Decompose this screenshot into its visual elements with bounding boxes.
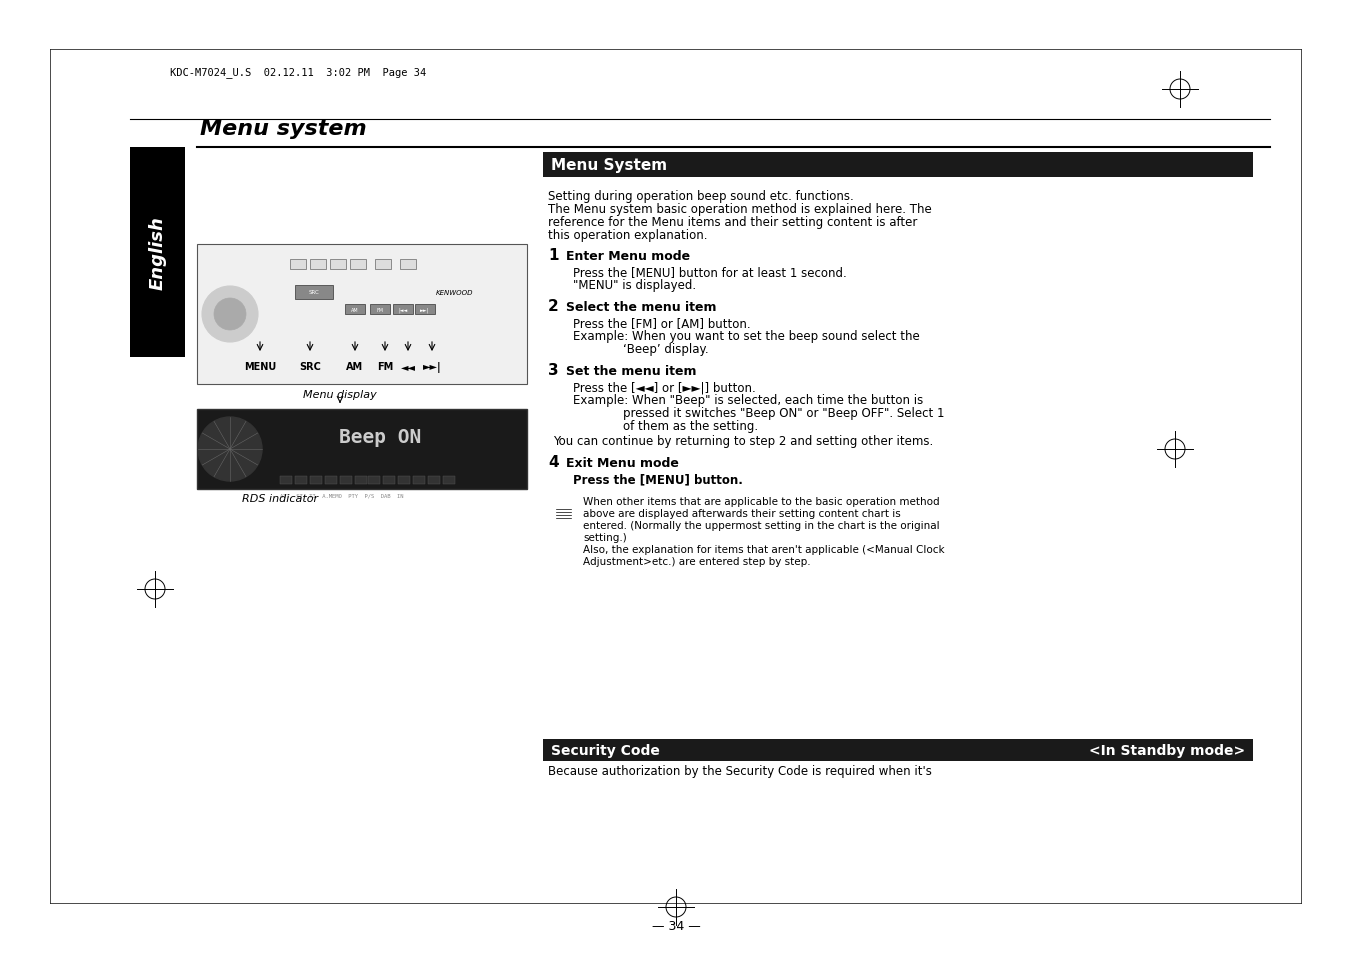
- Bar: [309, 476, 322, 484]
- Text: Press the [MENU] button for at least 1 second.: Press the [MENU] button for at least 1 s…: [573, 266, 847, 278]
- Text: "MENU" is displayed.: "MENU" is displayed.: [573, 278, 696, 292]
- Bar: [197, 245, 527, 385]
- Text: Press the [◄◄] or [►►|] button.: Press the [◄◄] or [►►|] button.: [573, 380, 755, 394]
- Bar: [382, 476, 394, 484]
- Bar: [400, 260, 416, 270]
- Text: — 34 —: — 34 —: [651, 919, 700, 932]
- Text: ►►|: ►►|: [423, 361, 442, 373]
- Bar: [330, 260, 346, 270]
- Text: Setting during operation beep sound etc. functions.: Setting during operation beep sound etc.…: [549, 190, 854, 203]
- Text: Also, the explanation for items that aren't applicable (<Manual Clock: Also, the explanation for items that are…: [584, 544, 944, 555]
- Text: AM: AM: [346, 361, 363, 372]
- Text: Exit Menu mode: Exit Menu mode: [566, 456, 678, 470]
- Text: Enter Menu mode: Enter Menu mode: [566, 250, 690, 263]
- Text: Example: When you want to set the beep sound select the: Example: When you want to set the beep s…: [573, 330, 920, 343]
- Text: You can continue by returning to step 2 and setting other items.: You can continue by returning to step 2 …: [553, 435, 934, 448]
- Text: ATT  ST  TI  A.MEMO  PTY  P/S  DAB  IN: ATT ST TI A.MEMO PTY P/S DAB IN: [280, 494, 404, 498]
- Text: 2: 2: [549, 298, 559, 314]
- Bar: [355, 476, 367, 484]
- Text: reference for the Menu items and their setting content is after: reference for the Menu items and their s…: [549, 215, 917, 229]
- Circle shape: [213, 298, 246, 331]
- Text: 4: 4: [549, 455, 558, 470]
- Bar: [340, 476, 353, 484]
- Bar: [376, 260, 390, 270]
- Text: SRC: SRC: [308, 291, 319, 295]
- Bar: [295, 476, 307, 484]
- Text: Set the menu item: Set the menu item: [566, 365, 697, 377]
- Text: 1: 1: [549, 248, 558, 263]
- Text: Because authorization by the Security Code is required when it's: Because authorization by the Security Co…: [549, 764, 932, 778]
- Text: The Menu system basic operation method is explained here. The: The Menu system basic operation method i…: [549, 203, 932, 215]
- Text: ‘Beep’ display.: ‘Beep’ display.: [623, 343, 709, 355]
- Text: Beep ON: Beep ON: [339, 428, 422, 447]
- Text: setting.): setting.): [584, 533, 627, 542]
- Bar: [280, 476, 292, 484]
- Bar: [326, 476, 336, 484]
- Bar: [543, 152, 1252, 178]
- Bar: [130, 148, 185, 357]
- Text: ►►|: ►►|: [420, 307, 430, 313]
- Text: AM: AM: [351, 307, 359, 313]
- Text: ◄◄: ◄◄: [400, 361, 416, 372]
- Bar: [367, 476, 380, 484]
- Bar: [543, 740, 1252, 761]
- Text: When other items that are applicable to the basic operation method: When other items that are applicable to …: [584, 497, 940, 506]
- Text: 3: 3: [549, 363, 558, 377]
- Text: pressed it switches "Beep ON" or "Beep OFF". Select 1: pressed it switches "Beep ON" or "Beep O…: [623, 407, 944, 419]
- Bar: [443, 476, 455, 484]
- Text: <In Standby mode>: <In Standby mode>: [1089, 743, 1246, 758]
- Text: MENU: MENU: [245, 361, 276, 372]
- Text: Menu System: Menu System: [551, 158, 667, 172]
- Bar: [428, 476, 440, 484]
- Text: English: English: [149, 215, 166, 290]
- Text: this operation explanation.: this operation explanation.: [549, 229, 708, 242]
- Text: entered. (Normally the uppermost setting in the chart is the original: entered. (Normally the uppermost setting…: [584, 520, 940, 531]
- Text: Press the [MENU] button.: Press the [MENU] button.: [573, 473, 743, 485]
- Circle shape: [199, 417, 262, 481]
- Text: above are displayed afterwards their setting content chart is: above are displayed afterwards their set…: [584, 509, 901, 518]
- Text: Press the [FM] or [AM] button.: Press the [FM] or [AM] button.: [573, 316, 751, 330]
- Bar: [370, 305, 390, 314]
- Bar: [295, 286, 332, 299]
- Bar: [413, 476, 426, 484]
- Text: RDS indicator: RDS indicator: [242, 494, 317, 503]
- Bar: [290, 260, 305, 270]
- Bar: [345, 305, 365, 314]
- Bar: [309, 260, 326, 270]
- Bar: [393, 305, 413, 314]
- Bar: [197, 410, 527, 490]
- Bar: [350, 260, 366, 270]
- Text: KDC-M7024_U.S  02.12.11  3:02 PM  Page 34: KDC-M7024_U.S 02.12.11 3:02 PM Page 34: [170, 67, 427, 78]
- Text: |◄◄: |◄◄: [399, 307, 408, 313]
- Bar: [415, 305, 435, 314]
- Bar: [399, 476, 409, 484]
- Text: of them as the setting.: of them as the setting.: [623, 419, 758, 433]
- Text: FM: FM: [377, 361, 393, 372]
- Text: FM: FM: [377, 307, 384, 313]
- Text: Example: When "Beep" is selected, each time the button is: Example: When "Beep" is selected, each t…: [573, 394, 923, 407]
- Text: Select the menu item: Select the menu item: [566, 301, 716, 314]
- Circle shape: [203, 287, 258, 343]
- Text: Security Code: Security Code: [551, 743, 659, 758]
- Text: Adjustment>etc.) are entered step by step.: Adjustment>etc.) are entered step by ste…: [584, 557, 811, 566]
- Text: Menu display: Menu display: [303, 390, 377, 399]
- Text: KENWOOD: KENWOOD: [436, 290, 474, 295]
- Text: Menu system: Menu system: [200, 119, 366, 139]
- Text: SRC: SRC: [299, 361, 322, 372]
